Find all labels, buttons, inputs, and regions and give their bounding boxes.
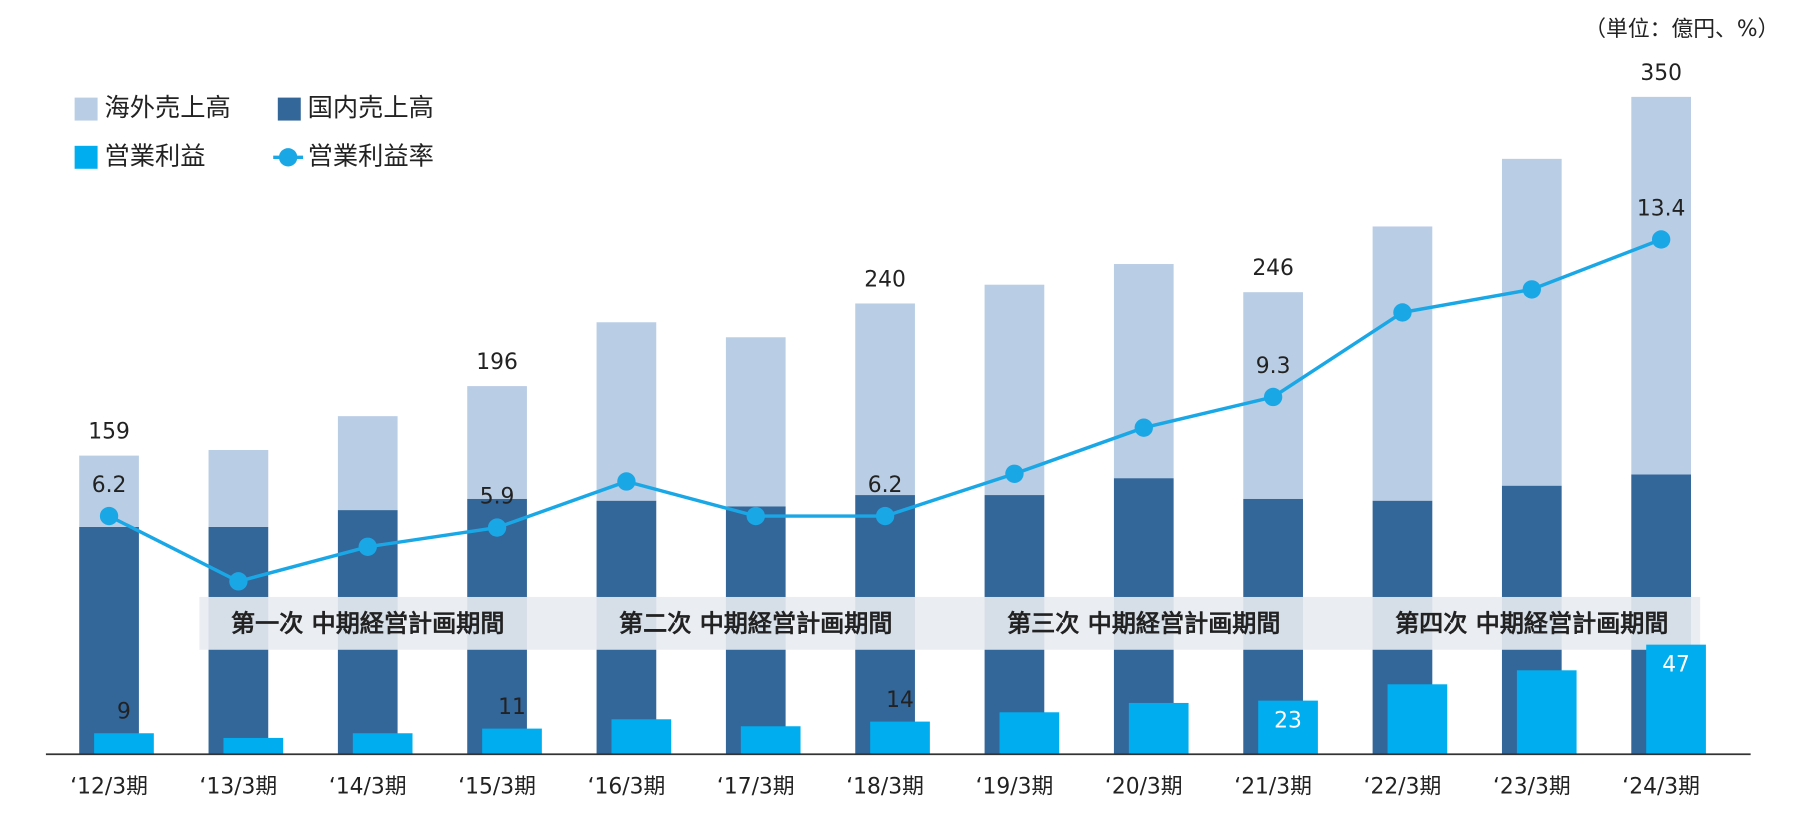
margin-label: 13.4 — [1637, 197, 1686, 222]
sales-bar — [1501, 158, 1562, 486]
margin-point — [1134, 418, 1153, 437]
profit-bar — [223, 737, 284, 755]
profit-label: 9 — [117, 700, 131, 725]
sales-bar — [337, 416, 398, 511]
legend-swatch — [277, 97, 301, 121]
profit-bar — [1128, 702, 1189, 755]
legend-swatch — [74, 145, 98, 169]
margin-point — [229, 572, 248, 591]
legend-swatch — [278, 148, 298, 167]
x-tick-label: ‘18/3期 — [846, 775, 924, 800]
sales-bar — [79, 526, 139, 755]
x-tick-label: ‘14/3期 — [329, 775, 407, 800]
x-tick-label: ‘23/3期 — [1493, 775, 1571, 800]
profit-label: 14 — [886, 688, 914, 713]
sales-bar — [725, 337, 786, 507]
x-tick-label: ‘13/3期 — [200, 775, 278, 800]
legend-label: 営業利益率 — [308, 141, 434, 170]
period-label: 第三次 中期経営計画期間 — [1007, 610, 1280, 638]
period-band — [199, 596, 1701, 650]
margin-point — [1263, 387, 1283, 407]
total-label: 196 — [476, 350, 518, 375]
legend-label: 国内売上高 — [308, 93, 434, 122]
legend-swatch — [74, 97, 98, 121]
sales-bar — [1631, 96, 1691, 475]
total-label: 240 — [864, 268, 906, 293]
profit-bar — [999, 712, 1060, 755]
x-tick-label: ‘22/3期 — [1364, 775, 1442, 800]
unit-note: （単位：億円、%） — [1584, 17, 1779, 42]
margin-label: 9.3 — [1256, 354, 1291, 379]
profit-label: 11 — [498, 695, 526, 720]
profit-bar — [1387, 684, 1448, 755]
legend-label: 営業利益 — [104, 141, 205, 170]
margin-point — [1522, 280, 1541, 299]
x-tick-label: ‘20/3期 — [1105, 775, 1183, 800]
margin-point — [358, 537, 377, 556]
sales-bar — [855, 303, 915, 496]
x-tick-label: ‘17/3期 — [717, 775, 795, 800]
margin-point — [746, 506, 765, 526]
total-label: 350 — [1640, 61, 1682, 86]
total-label: 159 — [88, 420, 130, 445]
x-tick-label: ‘19/3期 — [976, 775, 1054, 800]
period-label: 第一次 中期経営計画期間 — [231, 610, 504, 638]
margin-label: 5.9 — [480, 485, 515, 510]
profit-bar — [870, 721, 930, 755]
margin-point — [875, 506, 895, 526]
period-label: 第四次 中期経営計画期間 — [1395, 610, 1668, 638]
profit-bar — [1646, 644, 1706, 755]
profit-label: 47 — [1662, 652, 1690, 677]
sales-bar — [467, 386, 527, 499]
margin-point — [99, 506, 119, 526]
sales-bar — [1372, 226, 1433, 501]
x-tick-label: ‘21/3期 — [1234, 775, 1312, 800]
sales-bar — [1113, 264, 1174, 479]
x-tick-label: ‘16/3期 — [588, 775, 666, 800]
profit-bar — [94, 733, 154, 755]
x-tick-label: ‘12/3期 — [70, 775, 148, 800]
profit-bar — [1516, 670, 1577, 755]
profit-bar — [740, 726, 801, 755]
legend-label: 海外売上高 — [104, 93, 230, 122]
x-tick-label: ‘15/3期 — [458, 775, 536, 800]
total-label: 246 — [1252, 256, 1294, 281]
x-tick-label: ‘24/3期 — [1622, 775, 1700, 800]
margin-point — [487, 518, 507, 537]
sales-bar — [208, 449, 269, 527]
margin-point — [617, 472, 636, 491]
profit-bar — [611, 719, 672, 755]
profit-label: 23 — [1274, 708, 1302, 733]
margin-point — [1651, 230, 1671, 249]
sales-bar — [984, 284, 1045, 496]
margin-label: 6.2 — [92, 473, 127, 498]
profit-bar — [1258, 700, 1318, 755]
sales-bar — [596, 322, 657, 501]
profit-bar — [482, 728, 542, 755]
period-label: 第二次 中期経営計画期間 — [619, 610, 892, 638]
margin-label: 6.2 — [868, 473, 903, 498]
margin-point — [1393, 303, 1412, 322]
margin-point — [1005, 464, 1024, 483]
profit-bar — [352, 733, 413, 755]
